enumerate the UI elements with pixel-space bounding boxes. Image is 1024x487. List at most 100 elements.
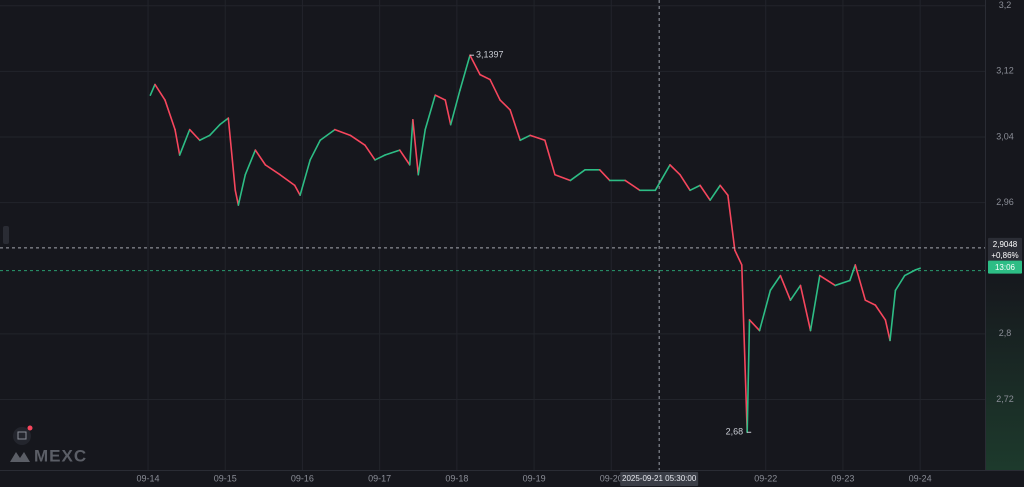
price-segment [654,164,671,192]
price-segment [740,264,748,434]
screenshot-button[interactable] [13,425,33,446]
price-segment [799,284,812,332]
price-segment [174,128,181,156]
price-segment [279,173,296,187]
price-segment [459,54,471,92]
price-segment [569,168,586,182]
x-tick-label: 09-14 [137,473,160,483]
price-segment [598,168,611,182]
price-segment [709,184,721,201]
price-segment [449,89,461,126]
price-segment [554,173,572,182]
x-tick-label: 09-16 [291,473,314,483]
price-segment [727,194,736,251]
price-segment [412,118,420,176]
annotation-label: 3,1397 [476,50,504,60]
price-segment [789,284,802,302]
price-segment [914,267,921,271]
x-tick-label: 09-20 [600,473,623,483]
price-segment [398,149,411,166]
price-segment [164,99,176,131]
price-segment [809,274,821,332]
price-segment [364,144,376,161]
price-segment [479,73,491,81]
price-segment [746,319,751,434]
x-tick-label: 09-23 [831,473,854,483]
price-segment [299,159,311,197]
price-segment [669,164,681,176]
price-segment [188,128,201,142]
price-segment [529,134,546,142]
price-segment [384,149,401,156]
price-segment [679,173,691,192]
y-tick-label: 3,12 [996,66,1014,76]
price-segment [758,289,772,332]
crosshair-label: 2025-09-21 05:30:00 [622,474,697,483]
price-segment [208,123,221,137]
price-segment [544,139,556,176]
y-tick-label: 2,72 [996,394,1014,404]
price-segment [309,139,322,161]
price-segment [154,83,166,101]
price-segment [624,179,641,192]
price-label: 2,9048 [993,240,1018,249]
price-segment [889,289,897,342]
price-segment [408,118,414,166]
price-segment [349,134,366,146]
price-segment [489,78,501,101]
price-segment [374,154,386,161]
price-segment [519,134,532,142]
button-dot [27,425,33,431]
logo-text: MEXC [34,446,87,465]
price-segment [854,264,867,302]
x-tick-label: 09-19 [523,473,546,483]
price-segment [417,128,427,176]
y-tick-label: 2,96 [996,197,1014,207]
price-segment [874,304,887,321]
price-segment [237,173,247,206]
price-segment [424,94,437,131]
button-icon [17,431,27,440]
price-sublabel: +0,86% [991,251,1018,260]
price-segment [219,117,230,126]
price-segment [469,54,481,76]
price-segment [689,184,701,192]
y-tick-label: 3,04 [996,131,1014,141]
price-segment [227,117,237,192]
price-segment [769,274,782,292]
price-label: 13:06 [995,263,1016,272]
price-segment [178,128,191,156]
logo-mark [10,452,30,462]
price-segment [734,249,743,266]
annotation-label: 2,68 [726,427,744,437]
price-segment [198,134,211,142]
x-tick-label: 09-18 [445,473,468,483]
y-tick-label: 3,2 [999,0,1012,10]
price-segment [244,149,257,176]
price-segment [149,83,156,96]
x-tick-label: 09-24 [909,473,932,483]
price-segment [293,184,301,197]
side-handle[interactable] [3,226,9,244]
price-segment [834,279,851,287]
price-segment [264,164,281,176]
price-segment [334,128,352,137]
price-segment [894,274,906,292]
price-segment [499,99,511,111]
x-tick-label: 09-22 [754,473,777,483]
price-segment [434,94,447,101]
plot [149,54,921,434]
price-label-box [988,260,1022,274]
price-segment [864,299,877,306]
price-segment [884,319,891,342]
price-segment [719,184,729,197]
depth-shade [986,270,1024,470]
price-segment [849,264,857,282]
x-tick-label: 09-15 [214,473,237,483]
price-segment [254,149,267,166]
crosshair-label-box [620,472,699,486]
